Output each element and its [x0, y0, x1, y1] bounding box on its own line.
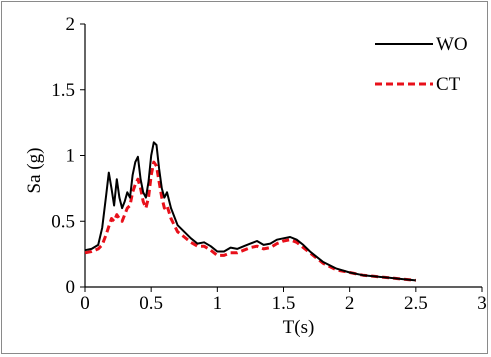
x-tick-label: 0.5	[139, 293, 163, 314]
series-line-ct	[84, 160, 416, 282]
y-axis-title: Sa (g)	[24, 148, 45, 194]
axes: 0 0.5 1 1.5 2 0 0.5 1 1.5 2 2.5 3	[51, 14, 487, 314]
series-layer	[84, 141, 416, 282]
y-tick-label: 1	[66, 146, 76, 167]
x-tick-label: 3	[477, 293, 487, 314]
series-line-wo	[84, 141, 416, 282]
x-tick-label: 2	[345, 293, 355, 314]
x-tick-label: 1	[213, 293, 223, 314]
x-tick-label: 1.5	[272, 293, 296, 314]
y-tick-label: 1.5	[51, 80, 75, 101]
x-axis-title: T(s)	[283, 317, 315, 338]
y-tick-label: 0.5	[51, 211, 75, 232]
legend: WO CT	[375, 34, 468, 95]
legend-label-wo: WO	[436, 34, 468, 55]
y-tick-label: 2	[66, 14, 76, 35]
x-tick-label: 2.5	[404, 293, 428, 314]
x-tick-label: 0	[80, 293, 90, 314]
y-tick-label: 0	[66, 277, 76, 298]
legend-label-ct: CT	[436, 74, 461, 95]
